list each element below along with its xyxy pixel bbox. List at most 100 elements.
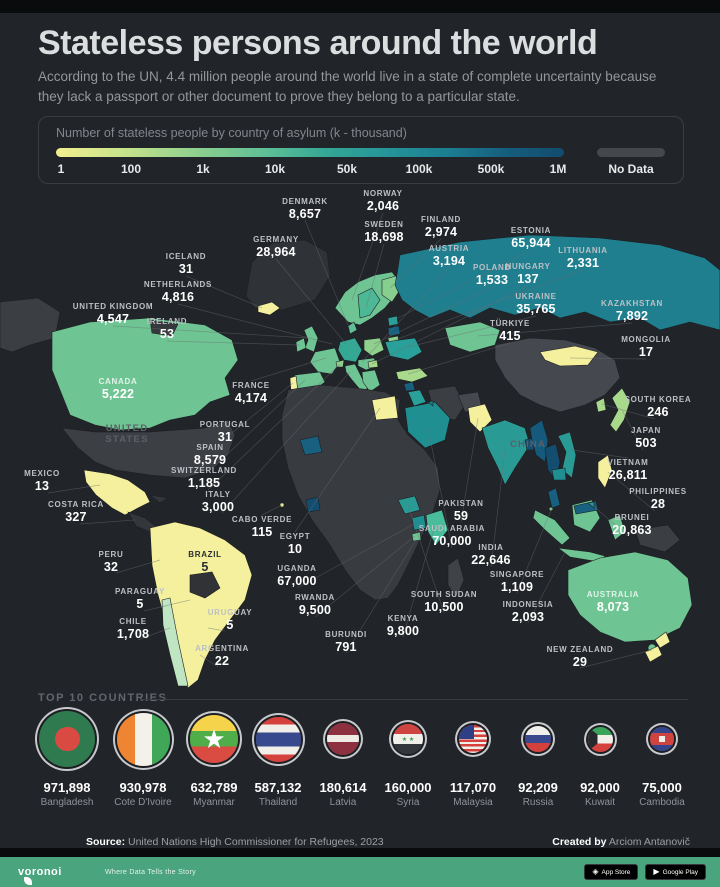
map-label-mongolia: MONGOLIA 17 xyxy=(621,335,671,359)
map-label-singapore: SINGAPORE 1,109 xyxy=(489,570,545,594)
top10-item-latvia: 180,614 Latvia xyxy=(297,706,389,808)
legend-label: Number of stateless people by country of… xyxy=(56,126,407,140)
top10-item-thailand: 587,132 Thailand xyxy=(232,706,324,808)
legend-tick: 10k xyxy=(264,162,286,176)
map-label-iceland: ICELAND 31 xyxy=(165,252,207,276)
map-label-saudi-arabia: SAUDI ARABIA 70,000 xyxy=(418,524,486,548)
page-subtitle: According to the UN, 4.4 million people … xyxy=(38,69,657,105)
top10-item-bangladesh: 971,898 Bangladesh xyxy=(21,706,113,808)
map-label-paraguay: PARAGUAY 5 xyxy=(114,587,166,611)
malaysia-flag-icon xyxy=(459,725,487,753)
map-label-united-kingdom: UNITED KINGDOM 4,547 xyxy=(72,302,154,326)
map-area-label-australia: AUSTRALIA 8,073 xyxy=(586,590,640,614)
map-label-ireland: IRELAND 53 xyxy=(146,317,188,341)
map-area-label-united-states: UNITED STATES xyxy=(105,423,149,445)
map-label-indonesia: INDONESIA 2,093 xyxy=(502,600,554,624)
russia-flag-icon xyxy=(525,726,551,752)
source-line: Source: United Nations High Commissioner… xyxy=(86,836,384,848)
credit-label: Created by xyxy=(552,836,607,848)
top10-item-cote-divoire: 930,978 Cote D'Ivoire xyxy=(97,706,189,808)
apple-icon: ◈ xyxy=(592,867,599,876)
google-play-badge[interactable]: ▶ Google Play xyxy=(645,864,706,880)
legend-tick: 100 xyxy=(120,162,142,176)
credit-line: Created by Arciom Antanovič xyxy=(552,836,690,848)
map-area-label-brazil: BRAZIL 5 xyxy=(188,550,222,574)
top10-item-russia: 92,209 Russia xyxy=(492,706,584,808)
map-label-lithuania: LITHUANIA 2,331 xyxy=(558,246,608,270)
map-label-brunei: BRUNEI 20,863 xyxy=(612,513,652,537)
top10-item-malaysia: 117,070 Malaysia xyxy=(427,706,519,808)
play-icon: ▶ xyxy=(653,867,660,876)
map-label-rwanda: RWANDA 9,500 xyxy=(294,593,336,617)
map-label-switzerland: SWITZERLAND 1,185 xyxy=(171,466,237,490)
map-label-cabo-verde: CABO VERDE 115 xyxy=(231,515,293,539)
map-label-south-korea: SOUTH KOREA 246 xyxy=(624,395,692,419)
brand-bar: voronoi Where Data Tells the Story ◈ App … xyxy=(0,857,720,887)
brand-tagline: Where Data Tells the Story xyxy=(105,869,196,876)
map-label-austria: AUSTRIA 3,194 xyxy=(428,244,470,268)
top-black-strip xyxy=(0,0,720,13)
map-label-sweden: SWEDEN 18,698 xyxy=(364,220,404,244)
map-label-kazakhstan: KAZAKHSTAN 7,892 xyxy=(601,299,663,323)
top10-divider xyxy=(140,699,688,700)
map-label-uruguay: URUGUAY 5 xyxy=(207,608,253,632)
map-label-italy: ITALY 3,000 xyxy=(201,490,235,514)
legend-tick: 100k xyxy=(405,162,433,176)
world-map-svg xyxy=(0,212,720,689)
voronoi-logo: voronoi xyxy=(18,866,62,885)
app-store-badge[interactable]: ◈ App Store xyxy=(584,864,639,880)
map-label-chile: CHILE 1,708 xyxy=(116,617,150,641)
legend-gradient-bar xyxy=(56,148,564,157)
bottom-black-strip xyxy=(0,848,720,857)
store-badges: ◈ App Store ▶ Google Play xyxy=(584,864,706,880)
cambodia-flag-icon xyxy=(650,727,674,751)
map-label-turkiye: TÜRKIYE 415 xyxy=(489,319,531,343)
map-label-portugal: PORTUGAL 31 xyxy=(199,420,251,444)
map-label-poland: POLAND 1,533 xyxy=(473,263,511,287)
legend-tick: 1k xyxy=(196,162,210,176)
world-map: DENMARK 8,657 NORWAY 2,046 SWEDEN 18,698 FI… xyxy=(0,189,720,690)
map-label-egypt: EGYPT 10 xyxy=(279,532,311,556)
source-label: Source: xyxy=(86,836,126,848)
source-text: United Nations High Commissioner for Ref… xyxy=(125,836,384,848)
map-label-burundi: BURUNDI 791 xyxy=(325,630,367,654)
landmasses xyxy=(0,234,720,689)
map-label-south-sudan: SOUTH SUDAN 10,500 xyxy=(410,590,478,614)
top10-heading: TOP 10 COUNTRIES xyxy=(38,692,168,704)
page-title: Stateless persons around the world xyxy=(38,24,598,62)
legend-nodata-bar xyxy=(597,148,665,157)
map-label-netherlands: NETHERLANDS 4,816 xyxy=(143,280,213,304)
map-area-label-china: CHINA xyxy=(509,439,547,450)
map-label-india: INDIA 22,646 xyxy=(471,543,511,567)
kuwait-flag-icon xyxy=(587,726,613,752)
map-label-germany: GERMANY 28,964 xyxy=(253,235,299,259)
map-label-argentina: ARGENTINA 22 xyxy=(195,644,249,668)
legend-box: Number of stateless people by country of… xyxy=(38,116,684,184)
legend-tick: 500k xyxy=(477,162,505,176)
legend-tick: 1M xyxy=(549,162,567,176)
top10-item-cambodia: 75,000 Cambodia xyxy=(616,706,708,808)
map-label-new-zealand: NEW ZEALAND 29 xyxy=(546,645,614,669)
map-label-peru: PERU 32 xyxy=(98,550,124,574)
legend-tick: 1 xyxy=(57,162,65,176)
legend-nodata-label: No Data xyxy=(608,162,654,176)
footer: Source: United Nations High Commissioner… xyxy=(0,828,720,848)
top10-section: TOP 10 COUNTRIES 971,898 Bangladesh 930,9… xyxy=(0,690,720,810)
map-label-costa-rica: COSTA RICA 327 xyxy=(48,500,104,524)
latvia-flag-icon xyxy=(327,723,359,755)
map-label-japan: JAPAN 503 xyxy=(630,426,662,450)
thailand-flag-icon xyxy=(255,716,301,762)
map-label-hungary: HUNGARY 137 xyxy=(505,262,551,286)
leader-lines xyxy=(47,212,656,669)
map-label-norway: NORWAY 2,046 xyxy=(363,189,403,213)
voronoi-leaf-icon xyxy=(24,877,32,885)
map-label-uganda: UGANDA 67,000 xyxy=(277,564,317,588)
credit-text: Arciom Antanovič xyxy=(606,836,690,848)
bangladesh-flag-icon xyxy=(39,711,95,767)
map-label-vietnam: VIETNAM 26,811 xyxy=(607,458,649,482)
map-area-label-canada: CANADA 5,222 xyxy=(98,377,138,401)
myanmar-flag-icon xyxy=(190,715,238,763)
